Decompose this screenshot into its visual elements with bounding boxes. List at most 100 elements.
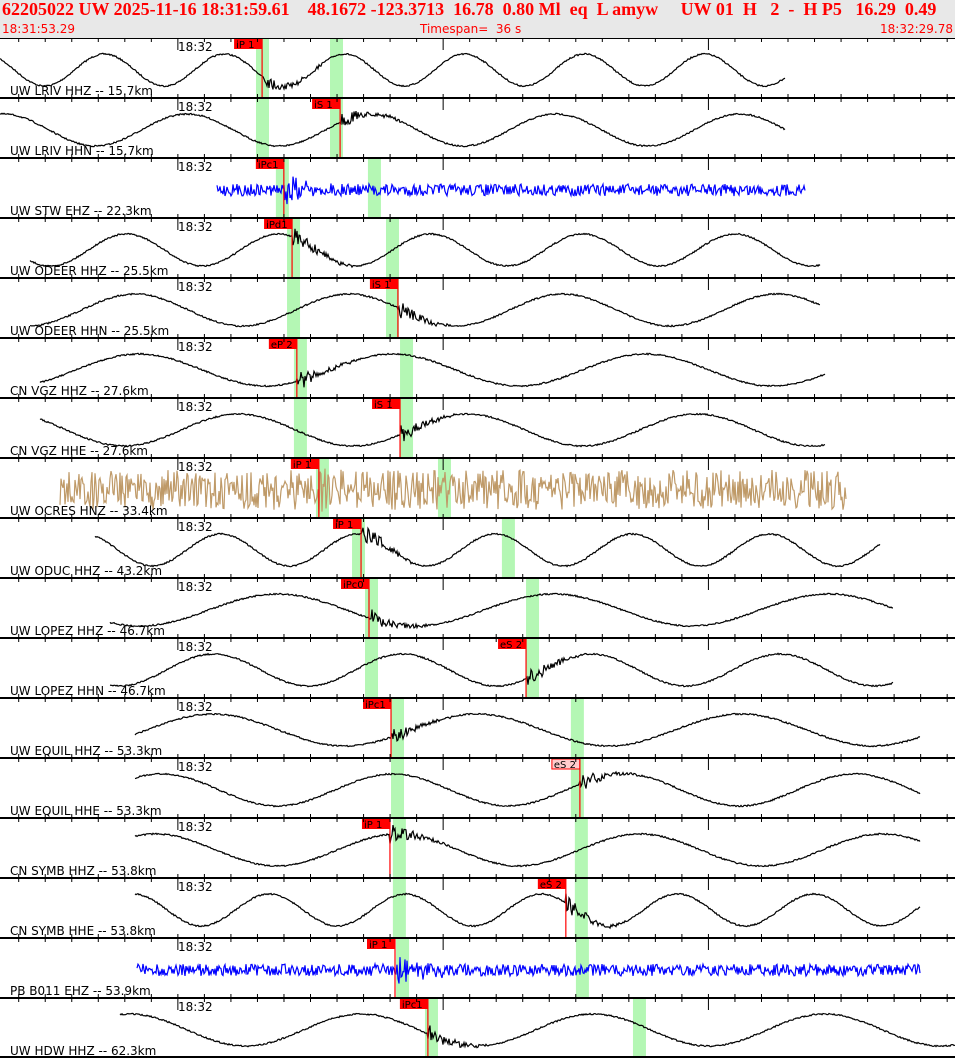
pick-flag bbox=[372, 399, 401, 409]
time-label: 18:32 bbox=[178, 820, 213, 834]
event-summary: 62205022 UW 2025-11-16 18:31:59.61 48.16… bbox=[2, 0, 937, 19]
trace-row: eP 2 18:32 CN VGZ HHZ -- 27.6km bbox=[0, 334, 955, 398]
pick-window bbox=[392, 878, 406, 938]
pick-flag bbox=[363, 699, 392, 709]
waveform bbox=[134, 770, 921, 808]
station-label: UW LOPEZ HHN -- 46.7km bbox=[10, 684, 166, 698]
station-label: UW OCRES HNZ -- 33.4km bbox=[10, 504, 168, 518]
pick-label: iPc1 bbox=[258, 160, 279, 171]
time-label: 18:32 bbox=[178, 280, 213, 294]
pick-flag bbox=[264, 219, 293, 229]
station-label: CN SYMB HHZ -- 53.8km bbox=[10, 864, 156, 878]
trace-row: iPc1 18:32 UW EQUIL HHZ -- 53.3km bbox=[0, 694, 955, 758]
waveform bbox=[29, 228, 821, 269]
trace-row: iP 1 18:32 UW OCRES HNZ -- 33.4km bbox=[0, 454, 955, 518]
pick-label: eS 2 bbox=[500, 640, 522, 651]
waveform bbox=[0, 110, 786, 148]
time-label: 18:32 bbox=[178, 580, 213, 594]
pick-window bbox=[330, 38, 344, 98]
seismogram-panel[interactable]: iP 1 18:32 UW LRIV HHZ -- 15.7km iS 1 18:32 U… bbox=[0, 38, 955, 1058]
pick-label: iPc1 bbox=[402, 1000, 423, 1011]
waveform bbox=[30, 292, 821, 328]
time-label: 18:32 bbox=[178, 220, 213, 234]
pick-flag bbox=[361, 819, 390, 829]
pick-flag bbox=[498, 639, 527, 649]
waveform bbox=[39, 412, 826, 448]
pick-label: iPd1 bbox=[266, 220, 288, 231]
pick-flag bbox=[268, 339, 297, 349]
pick-flag bbox=[537, 879, 566, 889]
pick-label: iP 1 bbox=[364, 820, 382, 831]
pick-window bbox=[385, 218, 399, 278]
pick-label: iP 1 bbox=[369, 940, 387, 951]
trace-row: iS 1 18:32 CN VGZ HHE -- 27.6km bbox=[0, 394, 955, 458]
waveform bbox=[109, 592, 893, 630]
station-label: CN SYMB HHE -- 53.8km bbox=[10, 924, 156, 938]
pick-label: iS 1 bbox=[374, 400, 393, 411]
trace-row: iS 1 18:32 UW LRIV HHN -- 15.7km bbox=[0, 94, 955, 158]
waveform bbox=[216, 176, 806, 205]
time-label: 18:32 bbox=[178, 880, 213, 894]
station-label: PB B011 EHZ -- 53.9km bbox=[10, 984, 151, 998]
pick-flag bbox=[333, 519, 362, 529]
waveform bbox=[134, 892, 921, 930]
waveform bbox=[109, 652, 894, 688]
pick-window bbox=[391, 698, 405, 758]
pick-flag bbox=[255, 159, 284, 169]
station-label: UW LRIV HHZ -- 15.7km bbox=[10, 84, 153, 98]
pick-flag bbox=[399, 999, 428, 1009]
trace-row: eS 2 18:32 UW EQUIL HHE -- 53.3km bbox=[0, 754, 955, 818]
pick-flag bbox=[341, 579, 370, 589]
time-label: 18:32 bbox=[178, 520, 213, 534]
start-time: 18:31:53.29 bbox=[2, 22, 75, 36]
pick-label: iP 1 bbox=[236, 40, 254, 51]
pick-window bbox=[526, 638, 540, 698]
pick-window bbox=[287, 278, 301, 338]
pick-window bbox=[365, 578, 379, 638]
time-label: 18:32 bbox=[178, 40, 213, 54]
waveform bbox=[0, 52, 786, 91]
pick-label: iS 1 bbox=[314, 100, 333, 111]
pick-window bbox=[391, 758, 405, 818]
pick-label: eS 2 bbox=[540, 880, 562, 891]
pick-label: iPc0 bbox=[343, 580, 364, 591]
trace-row: eS 2 18:32 CN SYMB HHE -- 53.8km bbox=[0, 874, 955, 938]
trace-row: iP 1 18:32 PB B011 EHZ -- 53.9km bbox=[0, 934, 955, 998]
pick-flag bbox=[290, 459, 319, 469]
waveform bbox=[94, 526, 881, 568]
pick-flag bbox=[234, 39, 263, 49]
waveform bbox=[59, 468, 847, 516]
time-label: 18:32 bbox=[178, 400, 213, 414]
pick-label: eP 2 bbox=[271, 340, 293, 351]
station-label: UW LRIV HHN -- 15.7km bbox=[10, 144, 154, 158]
pick-flag bbox=[369, 279, 398, 289]
pick-window bbox=[574, 878, 588, 938]
trace-row: iS 1 18:32 UW ODEER HHN -- 25.5km bbox=[0, 274, 955, 338]
station-label: CN VGZ HHZ -- 27.6km bbox=[10, 384, 149, 398]
station-label: UW HDW HHZ -- 62.3km bbox=[10, 1044, 156, 1058]
pick-label: iP 1 bbox=[335, 520, 353, 531]
time-label: 18:32 bbox=[178, 160, 213, 174]
time-label: 18:32 bbox=[178, 100, 213, 114]
pick-label: iPc1 bbox=[365, 700, 386, 711]
waveform bbox=[134, 824, 921, 868]
waveform bbox=[39, 352, 826, 388]
station-label: UW ODEER HHZ -- 25.5km bbox=[10, 264, 168, 278]
timespan: Timespan= 36 s bbox=[420, 22, 522, 36]
station-label: UW EQUIL HHZ -- 53.3km bbox=[10, 744, 162, 758]
pick-flag bbox=[366, 939, 395, 949]
pick-window bbox=[385, 278, 399, 338]
pick-window bbox=[501, 518, 515, 578]
pick-window bbox=[400, 338, 414, 398]
station-label: UW ODUC HHZ -- 43.2km bbox=[10, 564, 162, 578]
trace-row: iPc1 18:32 UW STW EHZ -- 22.3km bbox=[0, 154, 955, 218]
trace-row: iPd1 18:32 UW ODEER HHZ -- 25.5km bbox=[0, 214, 955, 278]
pick-label: eS 2 bbox=[554, 760, 576, 771]
pick-window bbox=[400, 398, 414, 458]
time-label: 18:32 bbox=[178, 940, 213, 954]
waveform bbox=[119, 1012, 955, 1049]
pick-window bbox=[255, 98, 269, 158]
pick-window bbox=[365, 638, 379, 698]
pick-window bbox=[293, 398, 307, 458]
trace-row: iP 1 18:32 CN SYMB HHZ -- 53.8km bbox=[0, 814, 955, 878]
